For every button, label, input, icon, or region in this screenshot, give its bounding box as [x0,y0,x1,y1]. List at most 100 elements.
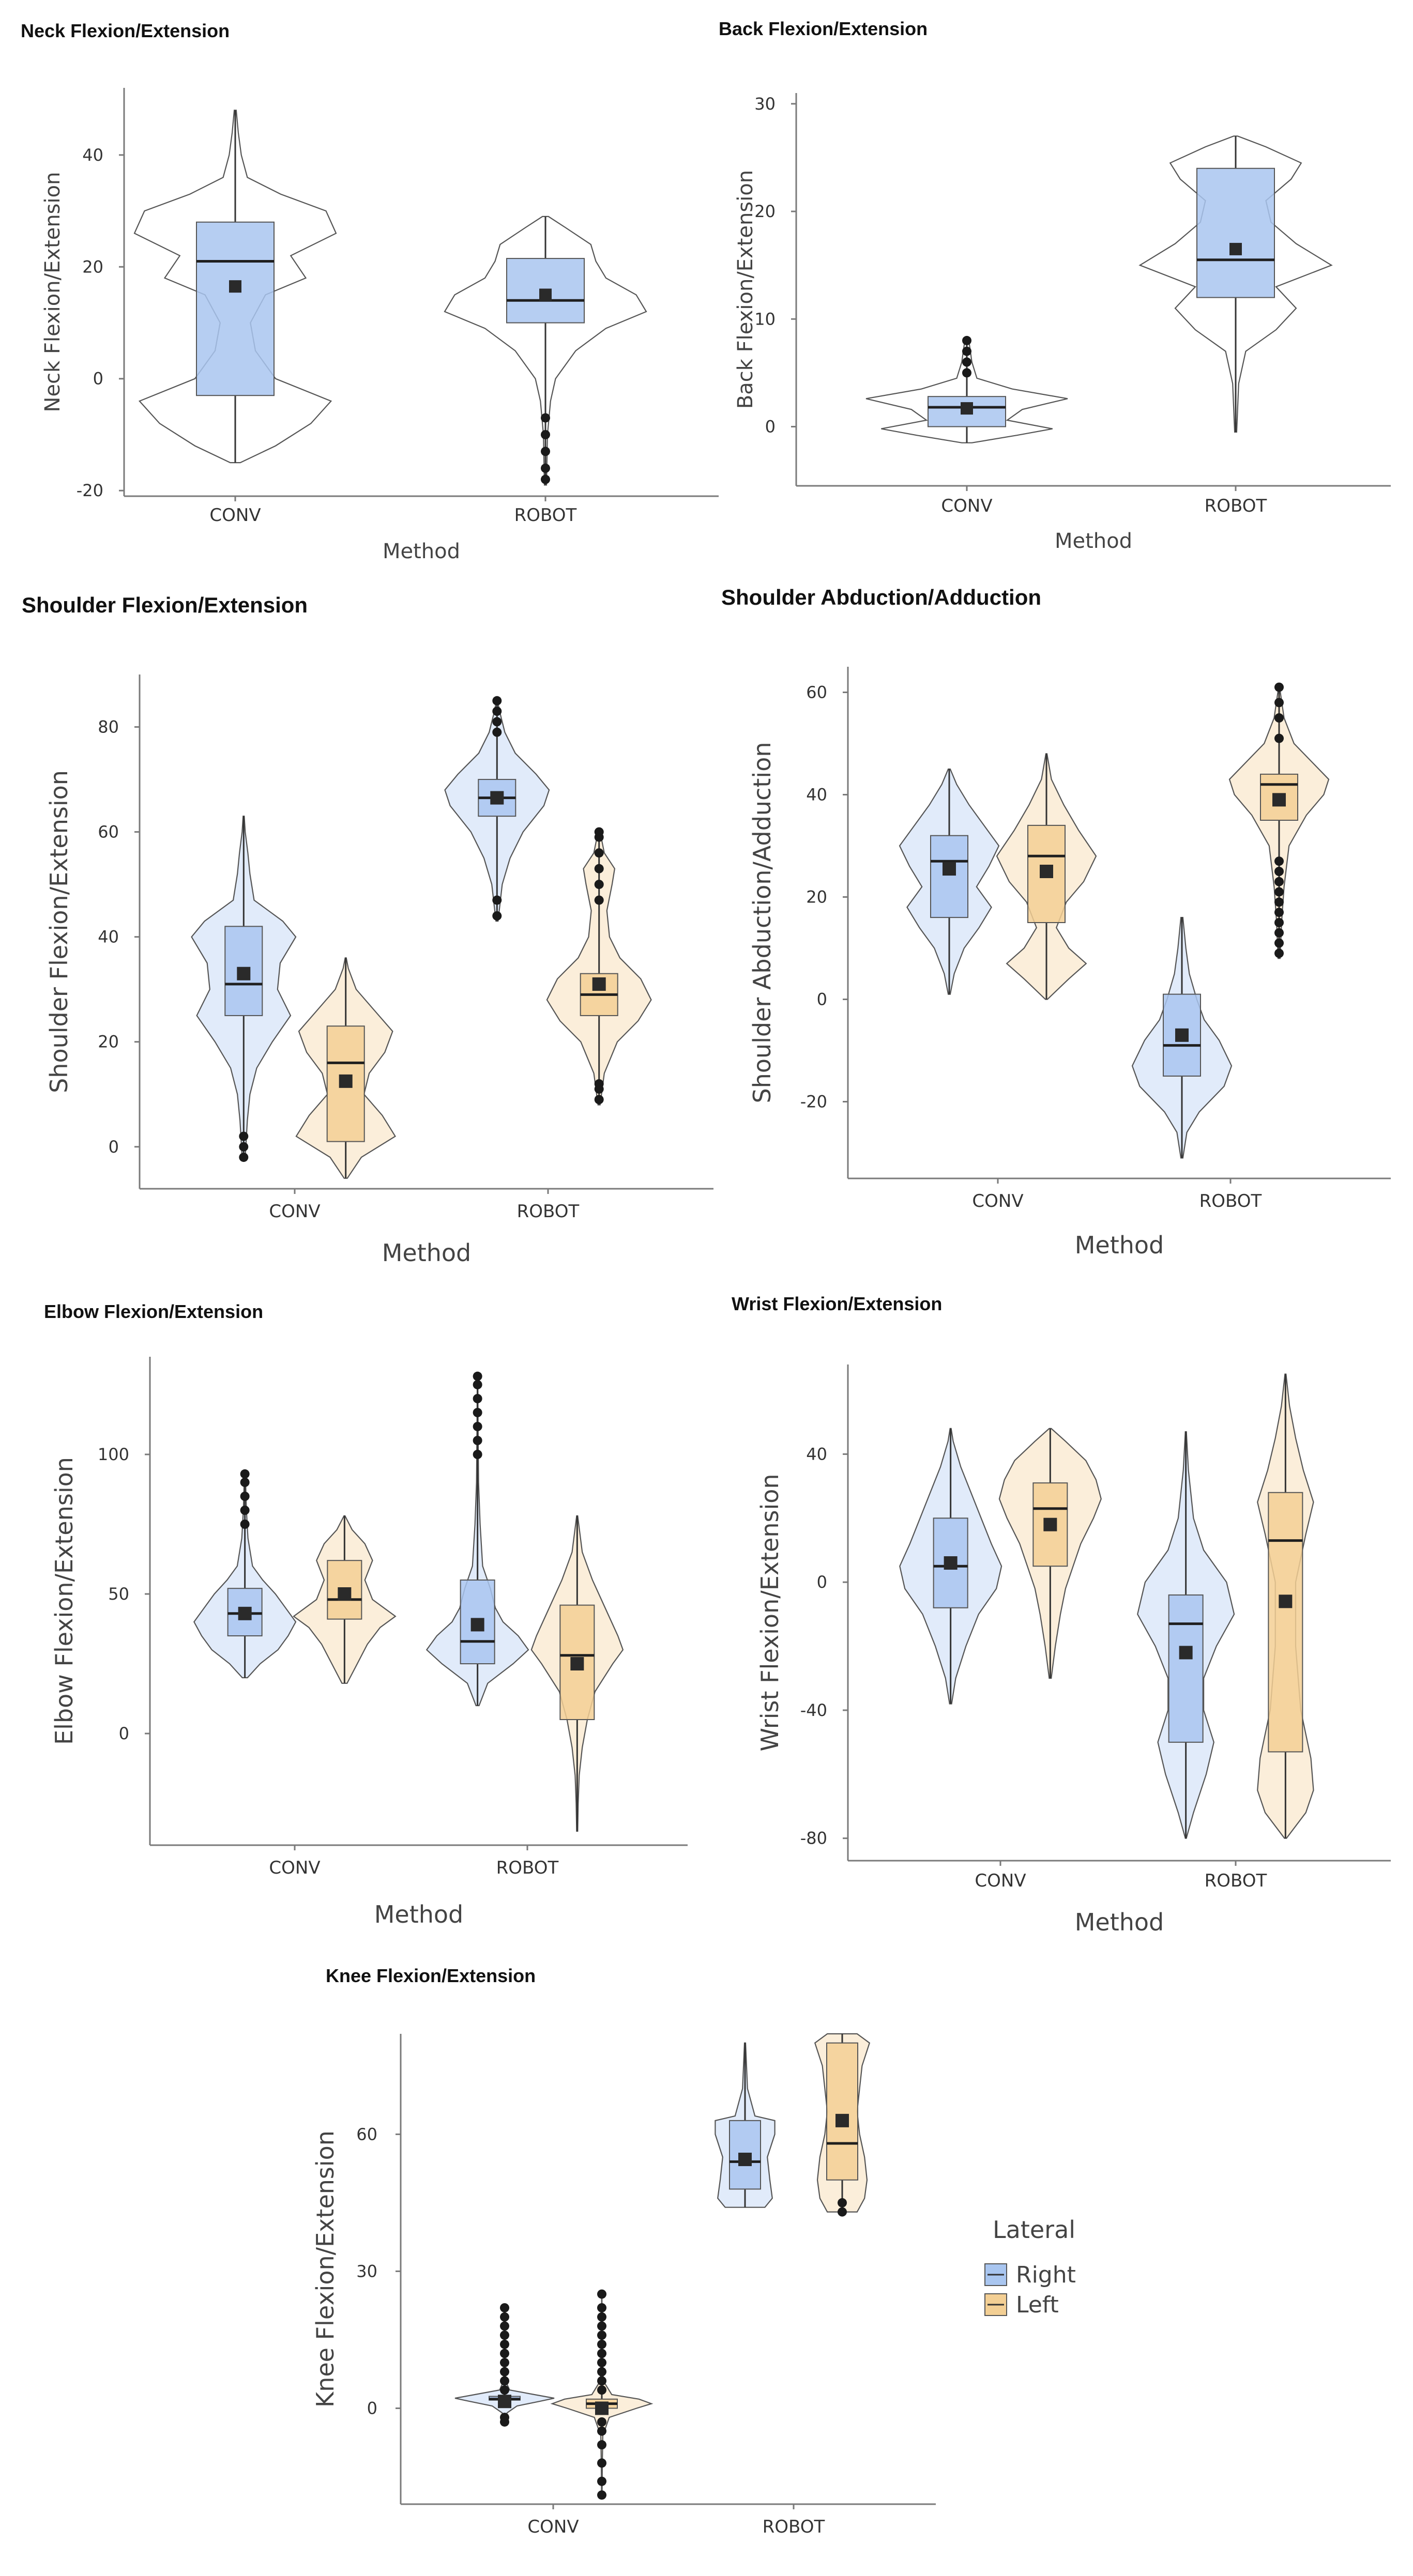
back-ytick-label: 20 [754,202,776,221]
knee-outlier [597,2417,606,2427]
shoulder-aa-outlier [1274,867,1284,876]
shoulder-aa-box-left-robot [1260,773,1298,821]
elbow-x-label: Method [374,1900,464,1928]
shoulder-aa-xtick-label: CONV [972,1191,1023,1212]
wrist-right-robot-group [1137,1431,1235,1839]
knee-ytick-label: 30 [356,2261,377,2281]
wrist-ytick-label: -80 [800,1829,827,1848]
knee-legend: Lateral Right Left [984,2216,1076,2318]
neck-outlier [541,447,550,456]
neck-mean-all-robot [539,288,552,301]
shoulder-fe-mean-right-robot [490,791,504,805]
knee-right-robot-group [715,2042,776,2208]
legend-title: Lateral [993,2216,1075,2244]
knee-outlier [597,2349,606,2358]
elbow-mean-left-conv [338,1587,352,1601]
elbow-y-label: Elbow Flexion/Extension [50,1457,78,1745]
neck-outlier [541,430,550,439]
shoulder-aa-mean-right-conv [943,862,956,876]
shoulder-aa-right-conv-group [899,768,1000,995]
elbow-panel: Elbow Flexion/Extension 0 50 100 CONV ROBOT Me… [44,1301,688,1928]
shoulder-aa-mean-right-robot [1175,1028,1189,1042]
knee-outlier [500,2358,509,2368]
shoulder-aa-outlier [1274,897,1284,907]
wrist-title: Wrist Flexion/Extension [732,1293,942,1314]
knee-outlier [597,2440,606,2450]
back-all-conv-group [865,340,1068,443]
knee-outlier [597,2476,606,2486]
neck-panel: Neck Flexion/Extension -20 0 20 40 CONV ROBOT M… [21,20,719,563]
shoulder-aa-ytick-label: -20 [800,1092,827,1112]
neck-ytick-label: 20 [82,257,103,277]
back-ytick-label: 0 [765,417,776,436]
shoulder-fe-outlier [239,1131,249,1141]
shoulder-fe-ytick-label: 0 [109,1137,119,1157]
shoulder-aa-outlier [1274,938,1284,948]
shoulder-fe-outlier [594,1079,604,1088]
elbow-left-robot-group [530,1515,624,1832]
shoulder-aa-title: Shoulder Abduction/Adduction [721,585,1041,609]
shoulder-fe-outlier [492,895,502,905]
shoulder-aa-outlier [1274,682,1284,692]
shoulder-aa-outlier [1274,877,1284,886]
knee-mean-right-conv [498,2395,511,2409]
shoulder-aa-outlier [1274,908,1284,917]
wrist-ytick-label: 0 [817,1572,827,1592]
knee-outlier [500,2385,509,2395]
neck-outlier [541,474,550,484]
back-title: Back Flexion/Extension [719,18,928,39]
wrist-ytick-label: -40 [800,1700,827,1720]
knee-outlier [597,2376,606,2386]
back-xtick-label: CONV [941,496,992,516]
shoulder-aa-mean-left-robot [1272,793,1286,807]
elbow-mean-right-robot [470,1618,484,1632]
elbow-xtick-label: ROBOT [496,1858,559,1878]
neck-x-label: Method [383,540,460,563]
shoulder-aa-outlier [1274,887,1284,897]
knee-outlier [597,2303,606,2313]
wrist-ytick-label: 40 [806,1444,827,1464]
shoulder-aa-box-right-conv [930,835,968,918]
knee-outlier [597,2289,606,2299]
back-all-robot-group [1138,135,1333,433]
elbow-outlier [240,1478,250,1487]
neck-xtick-label: ROBOT [514,505,577,526]
elbow-left-conv-group [293,1515,397,1684]
back-mean-all-robot [1229,242,1242,255]
knee-mean-left-robot [835,2113,849,2127]
knee-panel: Knee Flexion/Extension 0 30 60 CONV ROBOT Knee… [311,1965,1076,2537]
elbow-ytick-label: 100 [98,1445,129,1464]
shoulder-aa-right-robot-group [1131,917,1233,1159]
back-ytick-label: 30 [754,94,776,114]
knee-outlier [500,2339,509,2349]
elbow-outlier [473,1371,482,1381]
knee-y-label: Knee Flexion/Extension [311,2130,339,2408]
shoulder-aa-box-left-conv [1027,824,1066,924]
knee-outlier [838,2198,847,2207]
elbow-outlier [240,1520,250,1529]
elbow-outlier [473,1394,482,1403]
shoulder-aa-ytick-label: 0 [817,990,827,1009]
knee-outlier [597,2358,606,2368]
back-outlier [962,335,971,345]
elbow-outlier [240,1506,250,1515]
shoulder-fe-outlier [239,1153,249,1162]
neck-box-all-conv [196,221,275,396]
wrist-x-label: Method [1075,1908,1164,1936]
wrist-mean-right-conv [944,1556,958,1570]
shoulder-fe-outlier [594,848,604,858]
elbow-outlier [473,1380,482,1389]
knee-outlier [500,2321,509,2331]
elbow-outlier [240,1469,250,1479]
shoulder-aa-ytick-label: 40 [806,785,827,805]
shoulder-fe-x-label: Method [382,1239,472,1267]
back-ytick-label: 10 [754,309,776,329]
shoulder-aa-ytick-label: 60 [806,683,827,702]
neck-mean-all-conv [229,280,241,293]
knee-outlier [500,2330,509,2340]
elbow-mean-right-conv [238,1606,252,1620]
shoulder-fe-outlier [239,1142,249,1152]
knee-outlier [597,2426,606,2436]
shoulder-fe-outlier [594,895,604,905]
elbow-ytick-label: 0 [119,1724,129,1743]
